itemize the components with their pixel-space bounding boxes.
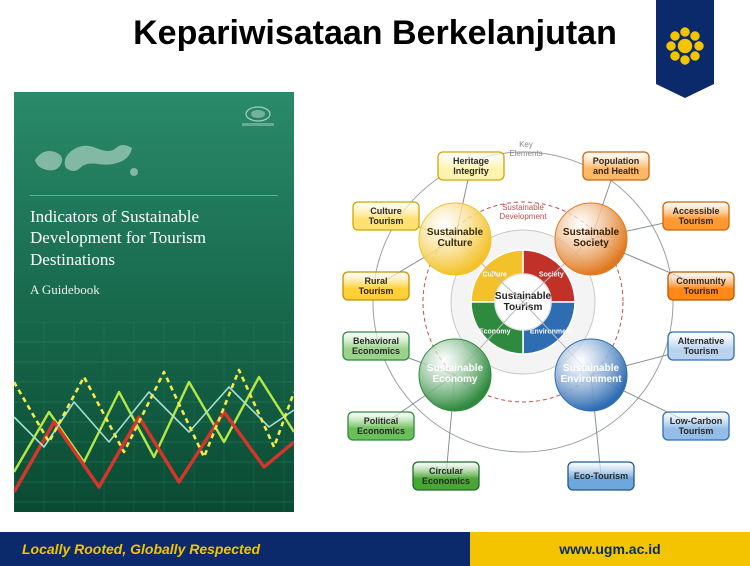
- svg-text:KeyElements: KeyElements: [509, 140, 542, 158]
- footer-url: www.ugm.ac.id: [470, 532, 750, 566]
- svg-text:HeritageIntegrity: HeritageIntegrity: [453, 156, 489, 176]
- svg-text:Populationand Health: Populationand Health: [593, 156, 640, 176]
- seal-icon: [665, 26, 705, 66]
- svg-text:CultureTourism: CultureTourism: [369, 206, 404, 226]
- unwto-logo-icon: [236, 104, 280, 128]
- svg-text:BehavioralEconomics: BehavioralEconomics: [352, 336, 400, 356]
- svg-text:SustainableEnvironment: SustainableEnvironment: [560, 363, 622, 385]
- slide-title: Kepariwisataan Berkelanjutan: [0, 14, 750, 53]
- svg-text:AccessibleTourism: AccessibleTourism: [672, 206, 719, 226]
- svg-text:AlternativeTourism: AlternativeTourism: [678, 336, 725, 356]
- footer: Locally Rooted, Globally Respected www.u…: [0, 532, 750, 566]
- svg-text:Environment: Environment: [530, 328, 573, 335]
- svg-text:PoliticalEconomics: PoliticalEconomics: [357, 416, 405, 436]
- svg-text:CommunityTourism: CommunityTourism: [676, 276, 726, 296]
- footer-tagline: Locally Rooted, Globally Respected: [0, 532, 470, 566]
- svg-text:Eco-Tourism: Eco-Tourism: [574, 471, 628, 481]
- book-cover: Indicators of Sustainable Development fo…: [14, 92, 294, 512]
- book-subtitle: A Guidebook: [30, 282, 278, 298]
- sustainable-tourism-diagram: CultureSocietyEnvironmentEconomySustaina…: [308, 92, 738, 512]
- slide: Kepariwisataan Berkelanjutan: [0, 0, 750, 566]
- svg-text:CircularEconomics: CircularEconomics: [422, 466, 470, 486]
- svg-text:SustainableEconomy: SustainableEconomy: [427, 363, 484, 385]
- corner-banner: [656, 0, 714, 84]
- book-chart-series: [14, 412, 294, 492]
- book-cover-chart: [14, 322, 294, 512]
- book-title: Indicators of Sustainable Development fo…: [30, 206, 278, 270]
- world-map-icon: [30, 136, 150, 184]
- svg-text:SustainableDevelopment: SustainableDevelopment: [499, 203, 547, 221]
